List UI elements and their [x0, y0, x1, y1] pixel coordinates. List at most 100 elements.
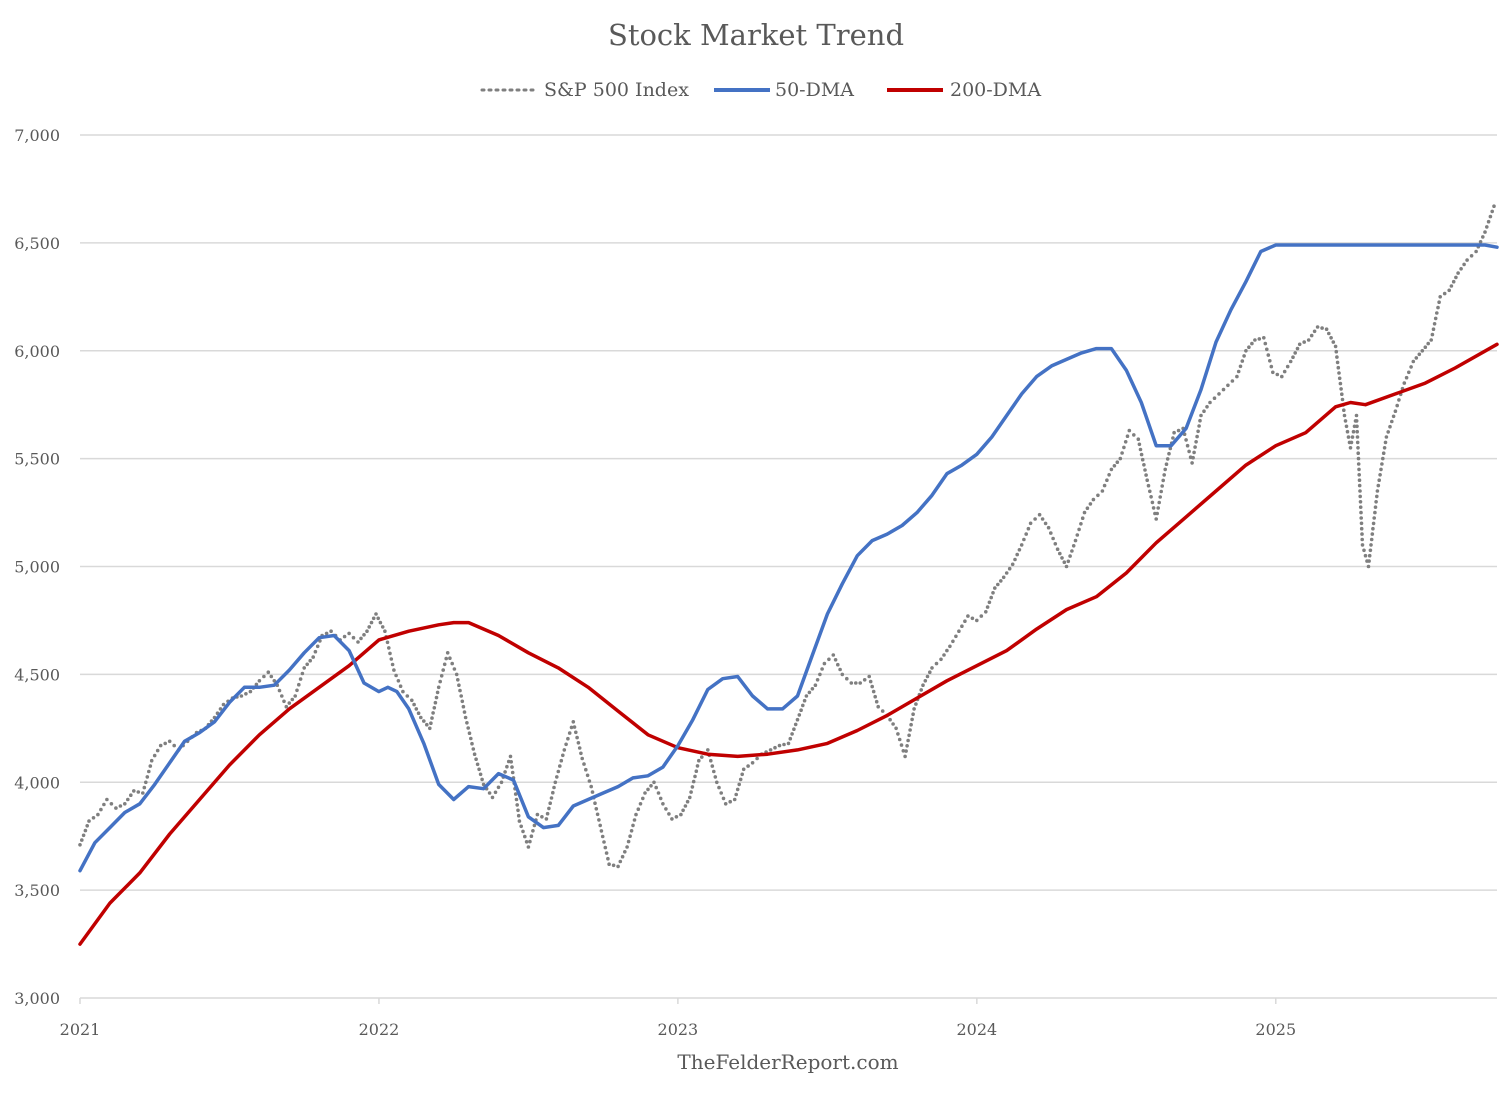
legend-label-sp500: S&P 500 Index — [544, 79, 689, 101]
sp500-point — [1096, 493, 1100, 498]
sp500-point — [585, 773, 590, 778]
sp500-point — [1356, 462, 1361, 466]
sp500-point — [459, 694, 464, 698]
sp500-point — [1438, 295, 1442, 299]
sp500-point — [524, 840, 529, 844]
sp500-point — [1238, 364, 1243, 369]
sp500-point — [706, 748, 710, 752]
sp500-point — [1164, 462, 1169, 467]
plot-area — [78, 204, 1499, 946]
sp500-point — [516, 808, 520, 813]
sp500-point — [590, 790, 595, 794]
sp500-point — [1217, 392, 1221, 396]
sp500-point — [1138, 447, 1143, 452]
sp500-point — [629, 829, 634, 833]
sp500-point — [1221, 387, 1226, 392]
legend-item-sp500[interactable]: S&P 500 Index — [480, 79, 689, 101]
sp500-point — [628, 834, 632, 838]
sp500-point — [1262, 336, 1266, 340]
sp500-point — [925, 674, 930, 679]
sp500-point — [308, 658, 313, 663]
sp500-point — [908, 728, 912, 732]
sp500-point — [1342, 408, 1346, 413]
sp500-point — [1185, 443, 1190, 448]
sp500-point — [1263, 341, 1268, 346]
sp500-point — [1271, 370, 1275, 375]
sp500-point — [1160, 484, 1164, 488]
sp500-point — [329, 629, 333, 633]
sp500-point — [611, 863, 616, 868]
sp500-point — [277, 688, 282, 693]
sp500-point — [694, 769, 699, 773]
sp500-point — [1198, 418, 1202, 423]
sp500-point — [728, 799, 732, 804]
sp500-point — [561, 753, 565, 758]
sp500-point — [820, 667, 824, 671]
sp500-point — [871, 689, 876, 694]
sp500-point — [478, 772, 483, 777]
sp500-point — [1355, 424, 1359, 429]
sp500-point — [396, 679, 401, 683]
sp500-point — [388, 651, 392, 656]
legend-item-50dma[interactable]: 50-DMA — [714, 79, 854, 101]
sp500-point — [1068, 554, 1072, 558]
sp500-point — [1140, 457, 1145, 462]
sp500-point — [1339, 387, 1343, 391]
sp500-point — [719, 791, 723, 795]
sp500-point — [1478, 240, 1483, 244]
sp500-point — [966, 614, 970, 618]
sp500-point — [1053, 542, 1058, 546]
sp500-point — [891, 722, 895, 726]
sp500-point — [147, 769, 151, 774]
sp500-point — [1132, 433, 1136, 437]
sp500-point — [1010, 562, 1015, 567]
sp500-point — [365, 629, 369, 633]
sp500-point — [1358, 505, 1363, 510]
sp500-point — [1433, 316, 1438, 321]
sp500-point — [1137, 442, 1142, 447]
sp500-point — [1079, 522, 1083, 526]
sp500-point — [509, 760, 513, 764]
sp500-point — [620, 854, 625, 859]
sp500-point — [438, 679, 443, 684]
sp500-point — [970, 616, 975, 621]
sp500-point — [390, 662, 395, 667]
sp500-point — [431, 711, 435, 715]
sp500-point — [456, 678, 460, 682]
sp500-point — [1195, 434, 1199, 439]
sp500-point — [1202, 409, 1206, 414]
sp500-point — [129, 793, 133, 797]
sp500-point — [836, 662, 840, 667]
sp500-point — [626, 839, 631, 844]
sp500-point — [163, 741, 167, 746]
sp500-point — [815, 678, 820, 682]
sp500-point — [1340, 392, 1344, 397]
sp500-point — [957, 629, 961, 633]
sp500-point — [576, 741, 581, 745]
sp500-point — [102, 802, 106, 807]
sp500-point — [1004, 571, 1009, 575]
sp500-point — [549, 796, 554, 800]
sp500-point — [532, 823, 537, 828]
sp500-point — [921, 683, 925, 687]
sp500-point — [1156, 506, 1160, 510]
series-s-p-500-index — [78, 204, 1496, 869]
sp500-point — [87, 819, 91, 823]
sp500-point — [1386, 430, 1390, 434]
sp500-point — [1302, 340, 1306, 344]
sp500-point — [428, 726, 432, 731]
sp500-point — [1337, 376, 1342, 381]
sp500-point — [282, 699, 286, 704]
sp500-point — [721, 796, 726, 801]
sp500-point — [577, 746, 582, 750]
sp500-point — [1075, 533, 1080, 537]
sp500-point — [849, 681, 854, 685]
sp500-point — [1483, 230, 1487, 234]
sp500-point — [531, 829, 535, 833]
sp500-point — [262, 674, 266, 679]
sp500-point — [144, 780, 148, 785]
sp500-point — [862, 678, 867, 682]
sp500-point — [96, 812, 100, 817]
legend-item-200dma[interactable]: 200-DMA — [887, 79, 1041, 101]
sp500-point — [795, 717, 800, 722]
